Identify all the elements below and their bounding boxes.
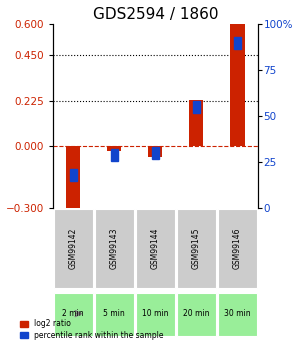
Bar (69, 169, 77, 181)
Text: GSM99144: GSM99144 (151, 228, 160, 269)
Legend: log2 ratio, percentile rank within the sample: log2 ratio, percentile rank within the s… (18, 318, 165, 341)
Bar (151, 147, 159, 159)
Text: 5 min: 5 min (103, 309, 125, 318)
Text: 20 min: 20 min (183, 309, 209, 318)
FancyBboxPatch shape (218, 293, 257, 336)
Bar (189, 100, 204, 147)
Bar (107, 147, 121, 150)
Bar (66, 147, 80, 208)
FancyBboxPatch shape (177, 293, 216, 336)
Bar (110, 149, 118, 161)
Bar (148, 147, 162, 157)
Text: GSM99143: GSM99143 (110, 228, 119, 269)
Bar (193, 101, 200, 114)
Bar (230, 24, 244, 147)
FancyBboxPatch shape (54, 293, 93, 336)
Text: 30 min: 30 min (224, 309, 251, 318)
Title: GDS2594 / 1860: GDS2594 / 1860 (93, 7, 218, 22)
FancyBboxPatch shape (136, 209, 175, 287)
Text: GSM99142: GSM99142 (69, 228, 78, 269)
FancyBboxPatch shape (136, 293, 175, 336)
FancyBboxPatch shape (95, 293, 134, 336)
Bar (234, 37, 241, 49)
FancyBboxPatch shape (218, 209, 257, 287)
FancyBboxPatch shape (177, 209, 216, 287)
Text: 2 min: 2 min (62, 309, 84, 318)
Text: GSM99146: GSM99146 (233, 228, 242, 269)
Text: GSM99145: GSM99145 (192, 228, 201, 269)
Text: 10 min: 10 min (142, 309, 168, 318)
FancyBboxPatch shape (95, 209, 134, 287)
FancyBboxPatch shape (54, 209, 93, 287)
